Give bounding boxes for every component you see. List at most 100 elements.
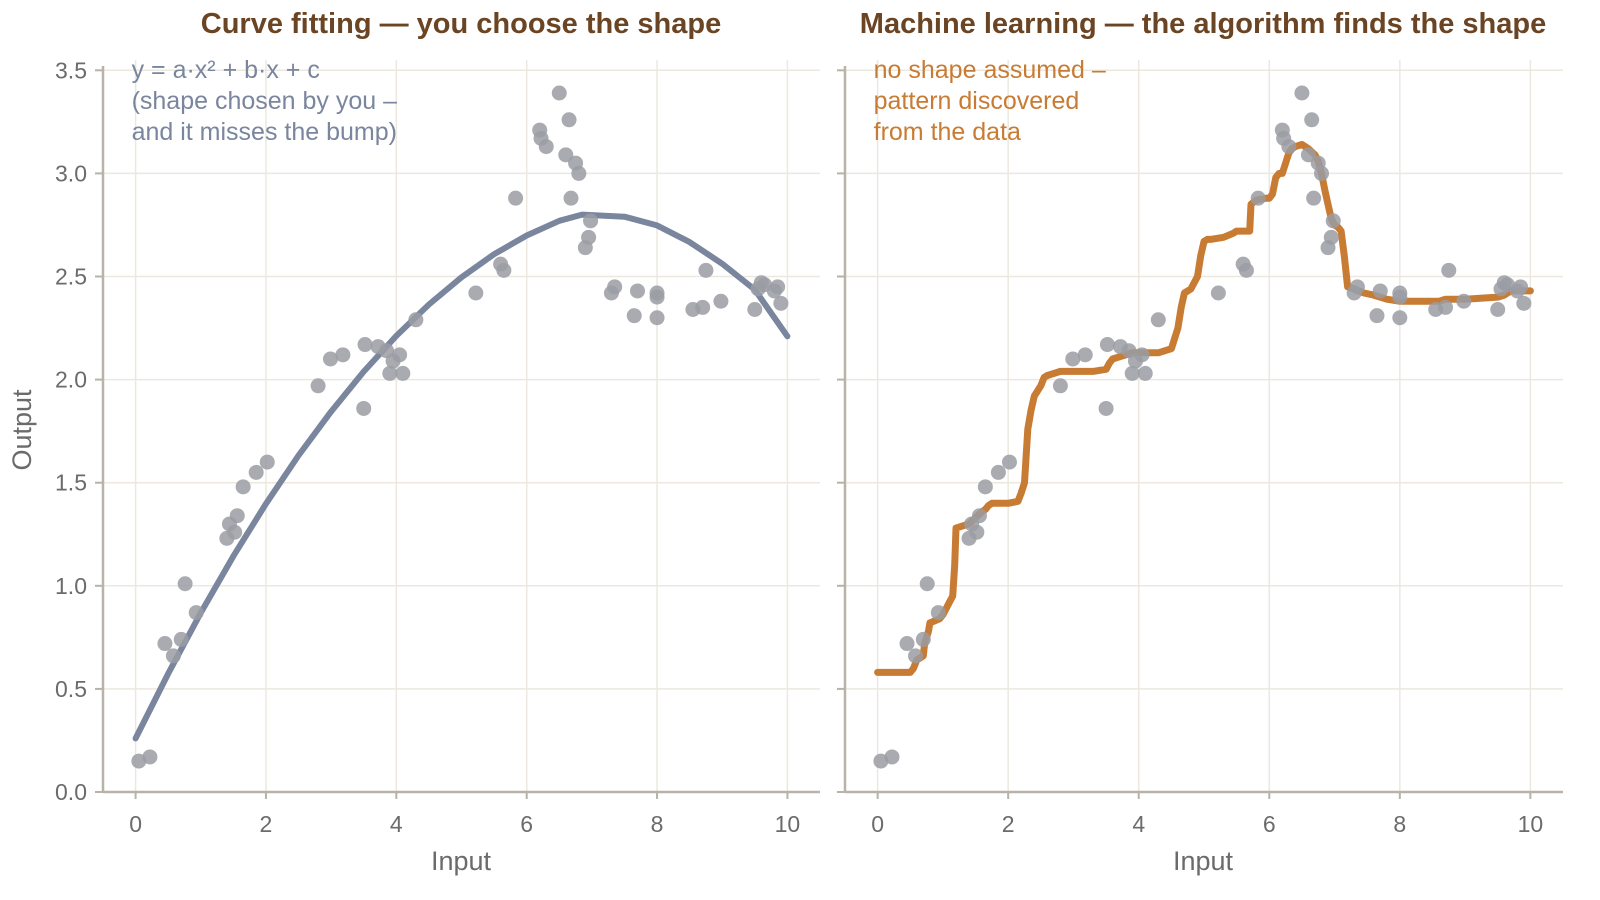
right-data-point-40: [1323, 229, 1339, 245]
left-data-point-14: [310, 378, 326, 394]
left-y-tick-label-6: 3.0: [55, 160, 87, 186]
left-data-point-47: [649, 289, 665, 305]
right-data-point-28: [1238, 262, 1254, 278]
left-data-point-12: [248, 464, 264, 480]
left-data-point-25: [408, 312, 424, 328]
right-data-point-48: [1392, 310, 1408, 326]
left-data-point-11: [235, 479, 251, 495]
left-data-point-28: [496, 262, 512, 278]
left-data-point-5: [177, 576, 193, 592]
y-axis-label: Output: [7, 389, 37, 471]
right-x-tick-label-4: 8: [1393, 811, 1406, 837]
quadratic-fit-curve: [132, 211, 791, 742]
right-data-point-44: [1369, 308, 1385, 324]
left-x-tick-label-1: 2: [260, 811, 273, 837]
left-annotation-line-1: (shape chosen by you –: [132, 87, 398, 115]
left-data-point-13: [259, 454, 275, 470]
left-x-tick-label-0: 0: [129, 811, 142, 837]
left-data-point-10: [229, 508, 245, 524]
right-plot-panel: 0 2 4 6 8 10 no shape assumed – pattern discove…: [837, 56, 1563, 837]
left-data-point-6: [188, 605, 204, 621]
right-data-point-35: [1304, 112, 1320, 128]
left-data-point-32: [538, 139, 554, 155]
right-data-point-14: [1052, 378, 1068, 394]
left-y-tick-label-1: 0.5: [55, 676, 87, 702]
left-data-point-17: [356, 400, 372, 416]
right-panel-title: Machine learning — the algorithm finds t…: [860, 8, 1546, 40]
left-data-point-29: [508, 190, 524, 206]
left-data-point-3: [165, 648, 181, 664]
right-data-point-24: [1137, 365, 1153, 381]
left-data-point-48: [649, 310, 665, 326]
right-x-tick-label-2: 4: [1132, 811, 1145, 837]
right-data-point-38: [1313, 165, 1329, 181]
right-annotation-line-1: pattern discovered: [874, 87, 1080, 115]
right-data-point-53: [1490, 301, 1506, 317]
left-data-point-9: [227, 524, 243, 540]
left-data-point-45: [629, 283, 645, 299]
right-data-point-52: [1456, 293, 1472, 309]
right-data-point-2: [899, 636, 915, 652]
right-annotation-line-0: no shape assumed –: [874, 56, 1106, 84]
right-data-point-6: [930, 605, 946, 621]
right-data-point-43: [1349, 279, 1365, 295]
left-data-point-21: [382, 365, 398, 381]
right-data-point-41: [1325, 213, 1341, 229]
right-x-tick-label-5: 10: [1518, 811, 1544, 837]
right-data-point-29: [1250, 190, 1266, 206]
right-data-point-17: [1098, 400, 1114, 416]
left-data-point-44: [626, 308, 642, 324]
left-data-point-36: [563, 190, 579, 206]
left-data-point-24: [395, 365, 411, 381]
right-data-point-11: [977, 479, 993, 495]
left-data-point-40: [581, 229, 597, 245]
right-data-point-16: [1077, 347, 1093, 363]
right-x-tick-label-3: 6: [1263, 811, 1276, 837]
right-data-point-18: [1099, 337, 1115, 353]
left-data-point-34: [558, 147, 574, 163]
left-data-point-35: [561, 112, 577, 128]
right-annotation-line-2: from the data: [874, 118, 1021, 146]
right-data-point-51: [1441, 262, 1457, 278]
right-data-point-33: [1294, 85, 1310, 101]
left-data-point-18: [357, 337, 373, 353]
right-data-point-4: [915, 631, 931, 647]
right-data-point-34: [1300, 147, 1316, 163]
left-data-point-59: [773, 295, 789, 311]
left-data-point-41: [583, 213, 599, 229]
left-data-point-50: [695, 299, 711, 315]
right-data-point-32: [1281, 139, 1297, 155]
right-data-point-15: [1065, 351, 1081, 367]
left-y-tick-label-7: 3.5: [55, 57, 87, 83]
left-y-tick-label-0: 0.0: [55, 779, 87, 805]
left-data-point-53: [747, 301, 763, 317]
left-x-tick-label-2: 4: [390, 811, 403, 837]
right-data-point-9: [969, 524, 985, 540]
left-data-point-16: [335, 347, 351, 363]
left-data-point-52: [713, 293, 729, 309]
right-data-point-3: [907, 648, 923, 664]
left-data-point-2: [157, 636, 173, 652]
left-data-point-38: [571, 165, 587, 181]
left-data-point-15: [322, 351, 338, 367]
left-data-point-51: [698, 262, 714, 278]
right-data-point-1: [884, 749, 900, 765]
right-data-point-25: [1150, 312, 1166, 328]
right-data-point-21: [1124, 365, 1140, 381]
right-x-tick-label-1: 2: [1002, 811, 1015, 837]
left-y-tick-label-3: 1.5: [55, 470, 87, 496]
left-data-point-58: [770, 279, 786, 295]
ml-fit-curve: [874, 141, 1534, 676]
right-data-point-13: [1001, 454, 1017, 470]
right-data-point-45: [1372, 283, 1388, 299]
right-data-point-50: [1438, 299, 1454, 315]
left-x-axis-label: Input: [431, 846, 492, 876]
right-data-point-36: [1306, 190, 1322, 206]
left-y-tick-label-5: 2.5: [55, 264, 87, 290]
left-data-point-23: [392, 347, 408, 363]
left-data-point-43: [607, 279, 623, 295]
right-x-axis-label: Input: [1173, 846, 1234, 876]
left-data-point-1: [142, 749, 158, 765]
left-x-tick-label-4: 8: [651, 811, 664, 837]
